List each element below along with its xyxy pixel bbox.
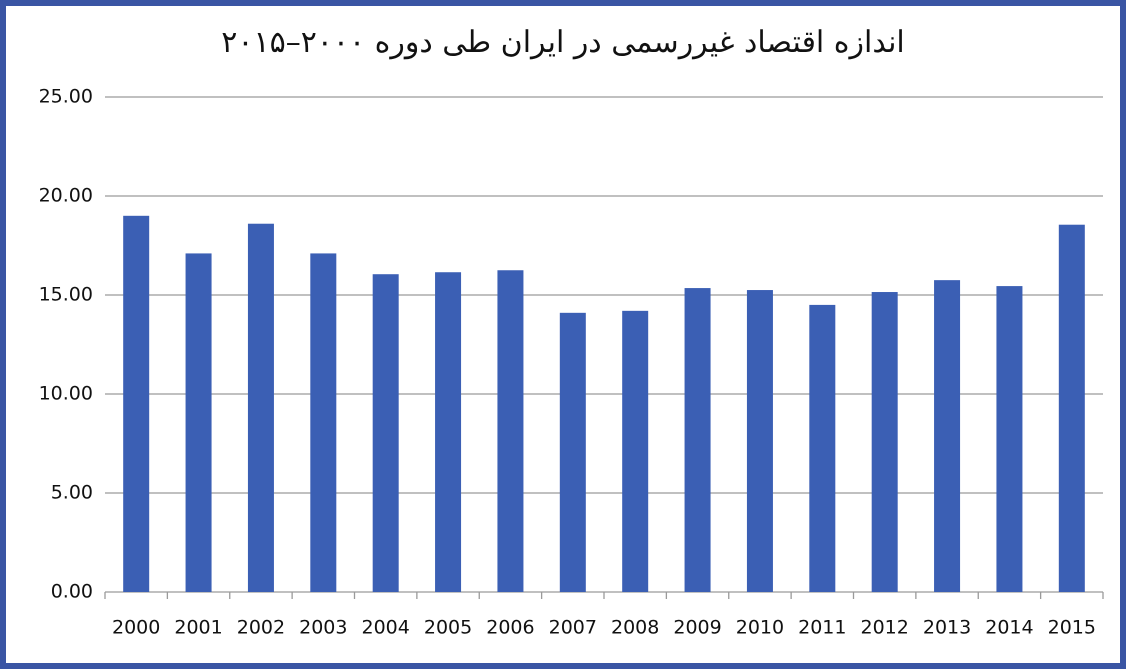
y-tick-label: 15.00 [39, 284, 93, 306]
x-tick-label: 2004 [362, 617, 410, 639]
bar [123, 215, 150, 593]
bar [497, 270, 524, 592]
y-tick-label: 0.00 [51, 581, 93, 603]
bar [185, 253, 212, 593]
x-tick-label: 2011 [798, 617, 846, 639]
bar [559, 312, 586, 592]
x-tick-label: 2015 [1048, 617, 1096, 639]
chart-title: اندازه اقتصاد غیررسمی در ایران طی دوره ۲… [221, 25, 905, 60]
bar [1058, 224, 1085, 592]
y-tick-label: 25.00 [39, 86, 93, 108]
bar [622, 310, 649, 592]
x-tick-label: 2002 [237, 617, 285, 639]
bar [310, 253, 337, 593]
y-tick-label: 10.00 [39, 383, 93, 405]
x-tick-label: 2008 [611, 617, 659, 639]
y-tick-label: 5.00 [51, 482, 93, 504]
bar [684, 288, 711, 592]
x-tick-label: 2010 [736, 617, 784, 639]
bar [247, 223, 274, 592]
x-tick-label: 2006 [486, 617, 534, 639]
bar [871, 292, 898, 592]
x-tick-label: 2000 [112, 617, 160, 639]
x-tick-label: 2001 [174, 617, 222, 639]
x-tick-label: 2003 [299, 617, 347, 639]
x-tick-label: 2005 [424, 617, 472, 639]
bar [746, 290, 773, 592]
bar [934, 280, 961, 592]
x-tick-label: 2007 [549, 617, 597, 639]
bar [809, 304, 836, 592]
y-tick-label: 20.00 [39, 185, 93, 207]
x-tick-label: 2009 [673, 617, 721, 639]
bar [372, 274, 399, 592]
bar [996, 286, 1023, 592]
x-tick-label: 2014 [985, 617, 1033, 639]
bar [435, 272, 462, 592]
x-tick-label: 2013 [923, 617, 971, 639]
x-tick-label: 2012 [861, 617, 909, 639]
